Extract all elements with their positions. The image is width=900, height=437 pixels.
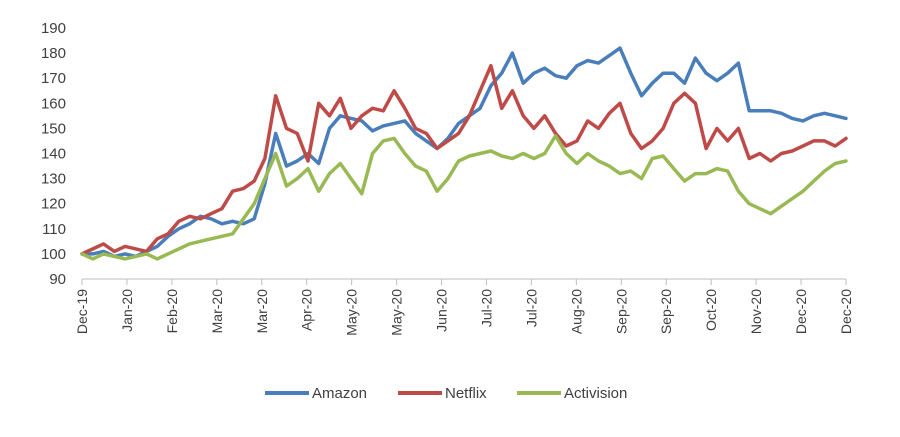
x-tick-label: Jul-20: [523, 289, 539, 327]
y-tick-label: 90: [49, 271, 66, 288]
x-tick-label: Dec-19: [74, 289, 90, 334]
x-tick-label: Mar-20: [254, 289, 270, 334]
legend-label-amazon: Amazon: [312, 385, 367, 402]
y-tick-label: 140: [41, 146, 66, 163]
x-tick-label: Oct-20: [703, 289, 719, 331]
series-lines: [80, 46, 848, 261]
x-tick-label: Sep-20: [658, 289, 674, 334]
x-tick-label: Mar-20: [209, 289, 225, 334]
series-line-netflix: [80, 63, 848, 256]
x-tick-label: Sep-20: [613, 289, 629, 334]
legend-label-netflix: Netflix: [445, 385, 487, 402]
y-tick-label: 100: [41, 246, 66, 263]
x-tick-label: Apr-20: [299, 289, 315, 331]
y-tick-label: 110: [42, 221, 66, 238]
x-tick-label: Jun-20: [434, 289, 450, 332]
x-tick-label: Nov-20: [748, 289, 764, 334]
chart-legend: Amazon Netflix Activision: [265, 385, 627, 402]
y-tick-label: 180: [41, 45, 66, 62]
x-tick-label: Jul-20: [478, 289, 494, 327]
y-axis-ticks: 90 100 110 120 130 140 150 160 170 180 190: [41, 20, 66, 288]
series-line-amazon: [80, 46, 848, 259]
x-axis-ticks: Dec-19 Jan-20 Feb-20 Mar-20 Mar-20 Apr-20 May-…: [74, 279, 854, 336]
y-tick-label: 190: [41, 20, 66, 37]
x-tick-label: Jan-20: [119, 289, 135, 332]
x-tick-label: Aug-20: [568, 289, 584, 334]
x-tick-label: Dec-20: [793, 289, 809, 334]
x-tick-label: May-20: [389, 289, 405, 336]
legend-label-activision: Activision: [564, 385, 627, 402]
y-tick-label: 120: [41, 196, 66, 213]
series-line-activision: [80, 134, 848, 261]
y-tick-label: 130: [41, 171, 66, 188]
y-tick-label: 150: [41, 120, 66, 137]
y-tick-label: 160: [41, 95, 66, 112]
x-tick-label: Dec-20: [838, 289, 854, 334]
y-tick-label: 170: [41, 70, 66, 87]
x-tick-label: Feb-20: [164, 289, 180, 334]
x-tick-label: May-20: [344, 289, 360, 336]
